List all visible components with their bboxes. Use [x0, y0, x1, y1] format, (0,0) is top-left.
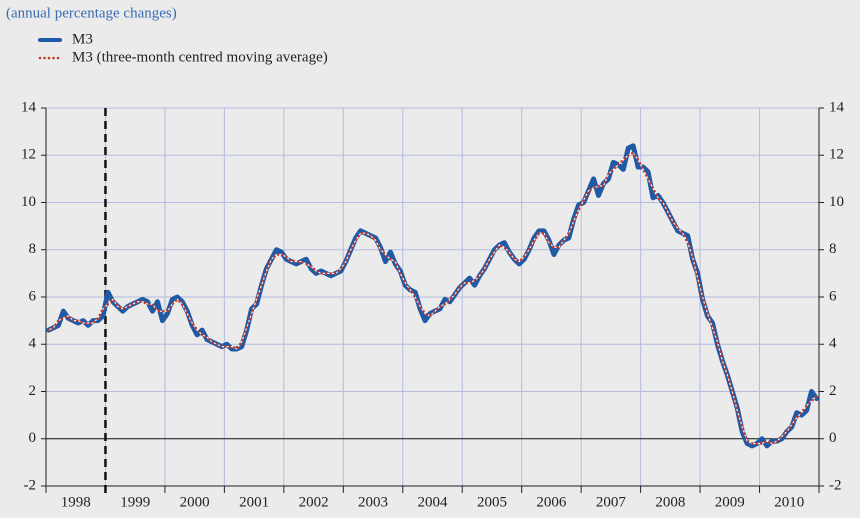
y-tick-label: 4 [29, 336, 37, 352]
chart-subtitle: (annual percentage changes) [6, 5, 177, 21]
y2-tick-label: 6 [829, 288, 837, 304]
x-tick-label: 2005 [477, 494, 507, 510]
x-tick-label: 1998 [61, 494, 91, 510]
y-tick-label: 6 [29, 288, 37, 304]
x-tick-label: 2007 [596, 494, 627, 510]
y2-tick-label: -2 [829, 477, 842, 493]
x-tick-label: 1999 [120, 494, 150, 510]
y2-tick-label: 14 [829, 99, 845, 115]
series-line [47, 151, 818, 445]
y2-tick-label: 2 [829, 383, 837, 399]
x-tick-label: 2006 [536, 494, 567, 510]
y-tick-label: 12 [21, 147, 36, 163]
legend-label: M3 [72, 31, 93, 47]
x-tick-label: 2010 [774, 494, 804, 510]
x-tick-label: 2001 [239, 494, 269, 510]
legend-label: M3 (three-month centred moving average) [72, 49, 328, 65]
series-line [45, 143, 820, 449]
x-tick-label: 2009 [715, 494, 745, 510]
x-tick-label: 2000 [180, 494, 210, 510]
y-tick-label: 14 [21, 99, 37, 115]
y-tick-label: 10 [21, 194, 36, 210]
x-tick-label: 2003 [358, 494, 388, 510]
y-tick-label: 0 [29, 430, 37, 446]
x-tick-label: 2004 [418, 494, 449, 510]
y2-tick-label: 0 [829, 430, 837, 446]
x-tick-label: 2008 [655, 494, 685, 510]
x-tick-label: 2002 [299, 494, 329, 510]
y-tick-label: -2 [24, 477, 37, 493]
y-tick-label: 2 [29, 383, 37, 399]
y2-tick-label: 10 [829, 194, 844, 210]
y-tick-label: 8 [29, 241, 37, 257]
y2-tick-label: 8 [829, 241, 837, 257]
y2-tick-label: 12 [829, 147, 844, 163]
y2-tick-label: 4 [829, 336, 837, 352]
